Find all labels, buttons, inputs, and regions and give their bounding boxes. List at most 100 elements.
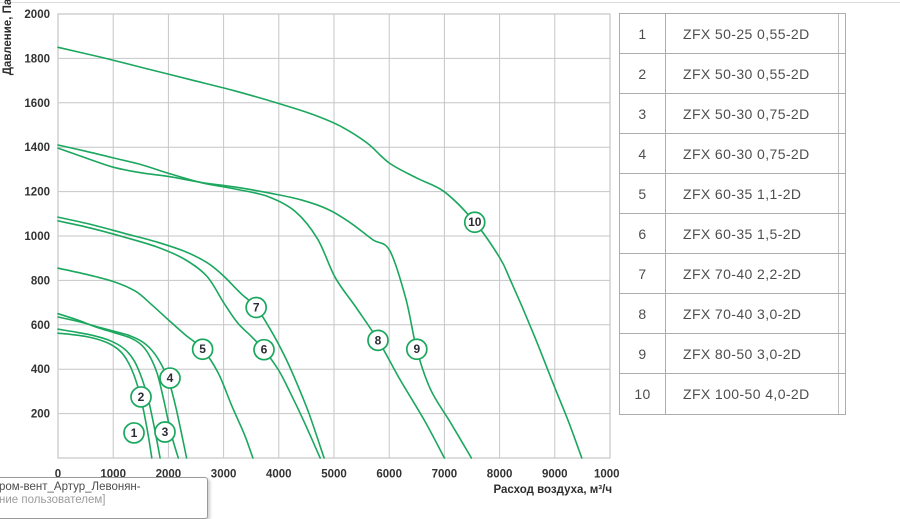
row-number: 1	[620, 14, 666, 53]
row-right-spacer	[838, 134, 845, 173]
y-tick-label: 1800	[24, 53, 50, 65]
row-right-spacer	[838, 374, 845, 414]
badge-number: 1	[131, 426, 138, 440]
badge-number: 7	[253, 300, 260, 314]
row-model-name: ZFX 60-35 1,1-2D	[683, 185, 802, 202]
curve-badge-2: 2	[130, 386, 152, 408]
curve-badge-7: 7	[245, 296, 268, 319]
curve-badge-5: 5	[191, 338, 214, 361]
badge-circle	[159, 367, 181, 389]
y-tick-label: 800	[31, 275, 50, 287]
row-number: 7	[620, 254, 666, 293]
badge-number: 4	[167, 371, 174, 385]
row-number: 9	[620, 334, 666, 373]
table-row: 3 ZFX 50-30 0,75-2D	[620, 94, 845, 134]
row-model-name: ZFX 100-50 4,0-2D	[683, 386, 810, 402]
row-number: 5	[620, 174, 666, 213]
badge-number: 2	[138, 390, 145, 404]
y-tick-label: 400	[31, 364, 50, 376]
row-right-spacer	[838, 334, 845, 373]
table-row: 7 ZFX 70-40 2,2-2D	[620, 254, 845, 294]
row-right-spacer	[838, 214, 845, 253]
table-row: 6 ZFX 60-35 1,5-2D	[620, 214, 845, 254]
y-axis-title: Давление, Па	[2, 0, 14, 75]
table-row: 2 ZFX 50-30 0,55-2D	[620, 54, 845, 94]
x-tick-label: 9000	[542, 469, 568, 481]
x-axis-title: Расход воздуха, м³/ч	[493, 484, 612, 496]
curve-6	[57, 220, 321, 459]
curve-5	[57, 267, 254, 459]
badge-number: 6	[261, 343, 268, 357]
curve-4	[57, 316, 188, 459]
y-tick-label: 1400	[24, 142, 50, 154]
curve-2	[57, 328, 161, 459]
curve-badge-1: 1	[123, 422, 145, 444]
y-tick-label: 600	[31, 320, 50, 332]
row-number: 4	[620, 134, 666, 173]
row-model-name: ZFX 80-50 3,0-2D	[683, 345, 802, 362]
row-model-name: ZFX 70-40 3,0-2D	[683, 305, 802, 322]
table-row: 5 ZFX 60-35 1,1-2D	[620, 174, 845, 214]
curve-badge-8: 8	[367, 329, 389, 352]
row-number: 2	[620, 54, 666, 93]
table-row: 1 ZFX 50-25 0,55-2D	[620, 14, 845, 54]
x-tick-label: 0	[55, 469, 61, 481]
window-top-edge	[0, 2, 900, 3]
row-number: 3	[620, 94, 666, 133]
curve-badge-3: 3	[154, 421, 176, 443]
axis-tick-labels: 0 1000 2000 3000 4000 5000 6000 7000 8000 9000 100…	[24, 9, 626, 481]
curve-7	[57, 216, 325, 459]
row-right-spacer	[838, 94, 845, 133]
y-tick-label: 1200	[24, 187, 50, 199]
curve-badge-9: 9	[405, 338, 428, 361]
chart-curves	[57, 46, 583, 459]
badge-circle	[123, 422, 145, 444]
x-tick-label: 6000	[376, 469, 402, 481]
curve-number-badges: 1 2 3 4 5 6 7 8 9 10	[123, 211, 486, 444]
curve-10	[57, 46, 583, 459]
y-tick-label: 1000	[24, 231, 50, 243]
tooltip-line-1: ром-вент_Артур_Левонян-	[0, 481, 141, 493]
badge-circle	[245, 296, 268, 319]
y-tick-label: 1600	[24, 98, 50, 110]
x-tick-label: 5000	[321, 469, 347, 481]
curve-8	[57, 144, 446, 459]
x-tick-label: 4000	[266, 469, 292, 481]
badge-circle	[367, 329, 389, 352]
row-model-name: ZFX 70-40 2,2-2D	[683, 265, 802, 282]
badge-number: 9	[413, 342, 420, 356]
curve-badge-10: 10	[463, 211, 486, 234]
badge-circle	[463, 211, 486, 234]
x-tick-label: 8000	[487, 469, 513, 481]
chart-grid	[57, 13, 611, 459]
badge-number: 3	[162, 425, 169, 439]
curve-badge-4: 4	[159, 367, 181, 389]
curve-1	[57, 332, 153, 459]
comment-tooltip: ром-вент_Артур_Левонян- ние пользователе…	[0, 477, 208, 519]
fan-performance-chart: 1 2 3 4 5 6 7 8 9 10 0 1000 2000 3000 4000 5000 6000 700…	[2, 0, 626, 496]
badge-circle	[191, 338, 214, 361]
badge-circle	[130, 386, 152, 408]
tooltip-line-2: ние пользователем]	[0, 494, 106, 506]
row-model-name: ZFX 50-30 0,55-2D	[683, 65, 810, 82]
badge-circle	[154, 421, 176, 443]
badge-number: 5	[199, 342, 206, 356]
x-tick-label: 10000	[594, 469, 620, 481]
row-number: 10	[620, 374, 666, 414]
x-tick-label: 3000	[211, 469, 237, 481]
badge-number: 8	[375, 333, 382, 347]
badge-circle	[405, 338, 428, 361]
plot-border	[57, 13, 611, 459]
table-row: 9 ZFX 80-50 3,0-2D	[620, 334, 845, 374]
table-row: 10 ZFX 100-50 4,0-2D	[620, 374, 845, 414]
row-number: 6	[620, 214, 666, 253]
row-right-spacer	[838, 294, 845, 333]
row-model-name: ZFX 50-30 0,75-2D	[683, 105, 810, 122]
curve-badge-6: 6	[253, 338, 275, 361]
row-model-name: ZFX 50-25 0,55-2D	[683, 25, 810, 42]
y-tick-label: 200	[31, 409, 50, 421]
y-tick-label: 2000	[24, 9, 50, 21]
model-legend-table: 1 ZFX 50-25 0,55-2D 2 ZFX 50-30 0,55-2D 3 ZFX…	[619, 13, 846, 415]
table-row: 4 ZFX 60-30 0,75-2D	[620, 134, 845, 174]
